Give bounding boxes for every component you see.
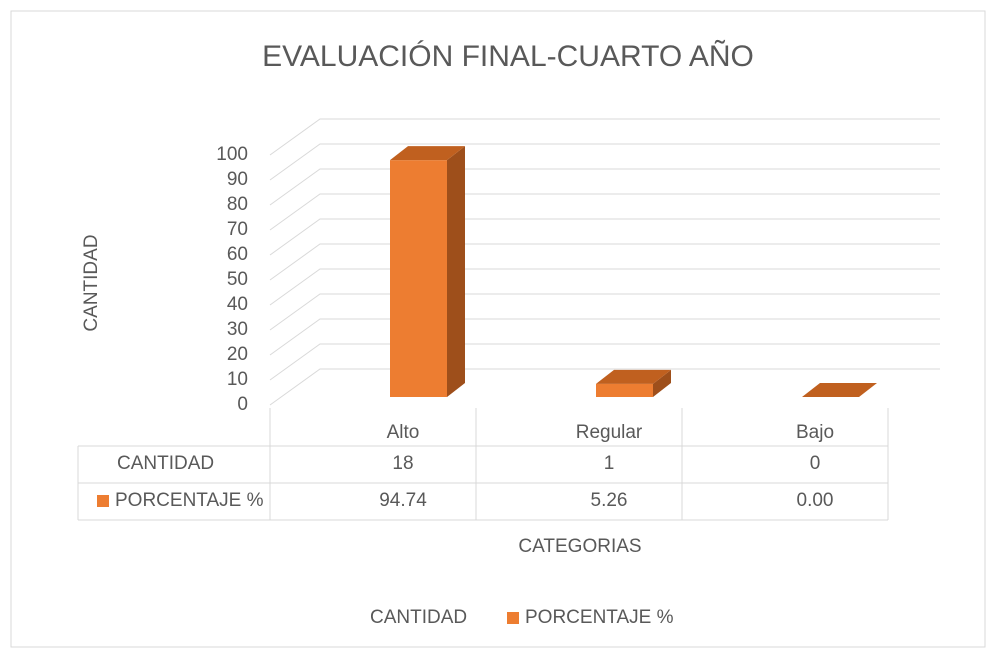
table-cell: 0 bbox=[810, 453, 821, 474]
chart-title: EVALUACIÓN FINAL-CUARTO AÑO bbox=[262, 39, 754, 73]
bar-side bbox=[447, 146, 465, 397]
grid-line bbox=[269, 118, 940, 156]
legend-label: CANTIDAD bbox=[370, 607, 467, 628]
bar-side bbox=[653, 369, 671, 397]
y-tick-label: 60 bbox=[227, 244, 248, 265]
x-tick-label: Alto bbox=[387, 422, 420, 443]
table-cell: 94.74 bbox=[379, 490, 427, 511]
grid-line bbox=[269, 293, 940, 331]
bar bbox=[390, 146, 465, 397]
data-table bbox=[77, 408, 889, 521]
y-tick-label: 0 bbox=[237, 394, 248, 415]
y-tick-label: 70 bbox=[227, 219, 248, 240]
grid-line bbox=[269, 243, 940, 281]
grid-line bbox=[269, 218, 940, 256]
table-row-label: CANTIDAD bbox=[117, 453, 214, 474]
table-row-label: PORCENTAJE % bbox=[115, 490, 264, 511]
bar bbox=[596, 369, 671, 397]
grid-line bbox=[269, 268, 940, 306]
bar bbox=[802, 383, 877, 397]
x-tick-label: Regular bbox=[576, 422, 643, 443]
y-tick-label: 40 bbox=[227, 294, 248, 315]
y-axis-title: CANTIDAD bbox=[81, 234, 102, 331]
y-tick-label: 80 bbox=[227, 194, 248, 215]
legend-key bbox=[507, 612, 519, 624]
bar-top bbox=[596, 369, 671, 384]
grid-line bbox=[269, 193, 940, 231]
bar-top bbox=[390, 146, 465, 161]
grid-line bbox=[269, 368, 940, 406]
table-cell: 1 bbox=[604, 453, 615, 474]
y-tick-label: 100 bbox=[216, 144, 248, 165]
table-legend-key bbox=[97, 495, 109, 507]
bar-top bbox=[802, 383, 877, 397]
chart-frame bbox=[10, 10, 986, 648]
y-tick-label: 50 bbox=[227, 269, 248, 290]
y-tick-label: 10 bbox=[227, 369, 248, 390]
y-tick-label: 90 bbox=[227, 169, 248, 190]
bar-front bbox=[596, 383, 653, 397]
bar-front bbox=[390, 160, 447, 397]
x-axis-title: CATEGORIAS bbox=[518, 536, 641, 557]
grid-line bbox=[269, 318, 940, 356]
legend-label: PORCENTAJE % bbox=[525, 607, 674, 628]
grid-line bbox=[269, 168, 940, 206]
table-cell: 5.26 bbox=[591, 490, 628, 511]
y-tick-label: 30 bbox=[227, 319, 248, 340]
table-cell: 0.00 bbox=[797, 490, 834, 511]
grid-line bbox=[269, 343, 940, 381]
x-tick-label: Bajo bbox=[796, 422, 834, 443]
y-tick-label: 20 bbox=[227, 344, 248, 365]
grid-line bbox=[269, 143, 940, 181]
table-cell: 18 bbox=[392, 453, 413, 474]
